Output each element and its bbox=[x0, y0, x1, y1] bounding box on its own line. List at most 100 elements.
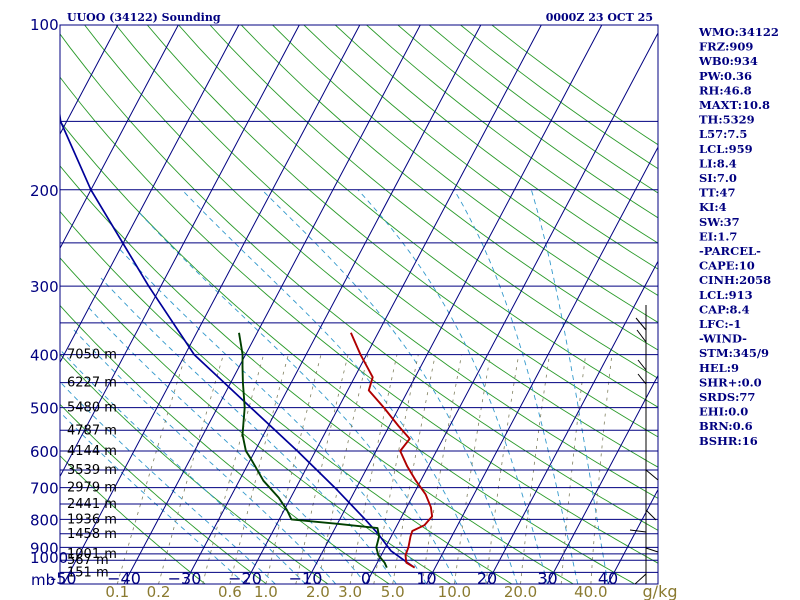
sounding-profiles bbox=[60, 109, 434, 569]
stat-line: BSHR:16 bbox=[699, 434, 758, 448]
wind-barb bbox=[645, 547, 659, 553]
isotherm-line bbox=[305, 25, 603, 584]
pressure-tick-label: 300 bbox=[30, 278, 59, 296]
isotherm-line bbox=[365, 31, 658, 584]
mixing-ratio-tick-label: 2.0 bbox=[306, 583, 330, 600]
moist-adiabat-line bbox=[73, 329, 337, 584]
stat-line: CINH:2058 bbox=[699, 273, 771, 287]
mixing-ratio-tick-label: 0.2 bbox=[147, 583, 171, 600]
height-label: 2979 m bbox=[67, 481, 117, 496]
dry-adiabat-line bbox=[60, 403, 267, 584]
dry-adiabat-line bbox=[60, 33, 658, 531]
mixing-ratio-tick-label: 0.6 bbox=[218, 583, 242, 600]
isobars bbox=[60, 25, 658, 573]
isotherm-line bbox=[63, 25, 361, 584]
dry-adiabat-line bbox=[146, 25, 658, 438]
wind-barb bbox=[635, 317, 647, 331]
wind-barb bbox=[634, 573, 647, 585]
dry-adiabat-line bbox=[303, 25, 658, 296]
dry-adiabat-line bbox=[60, 353, 329, 584]
pressure-tick-label: 500 bbox=[30, 400, 59, 418]
stat-line: MAXT:10.8 bbox=[699, 98, 770, 112]
temperature-tick-label: 20 bbox=[477, 569, 497, 588]
pressure-tick-label: 900 bbox=[30, 539, 59, 557]
mixing-ratio-lines bbox=[116, 354, 613, 584]
temperature-tick-label: −10 bbox=[289, 569, 323, 588]
mixing-ratio-unit-label: g/kg bbox=[643, 582, 678, 600]
temperature-tick-label: −40 bbox=[107, 569, 141, 588]
chart-title: UUOO (34122) Sounding bbox=[67, 11, 221, 24]
stat-line: FRZ:909 bbox=[699, 40, 753, 54]
stat-line: SRDS:77 bbox=[699, 390, 755, 404]
stat-line: TH:5329 bbox=[699, 113, 755, 127]
dry-adiabat-line bbox=[272, 25, 658, 323]
dry-adiabat-line bbox=[209, 25, 658, 379]
pressure-tick-label: 700 bbox=[30, 480, 59, 498]
moist-adiabat-line bbox=[530, 189, 609, 584]
height-label: 1001 m bbox=[67, 547, 117, 562]
temperature-tick-label: 0 bbox=[361, 569, 371, 588]
dry-adiabat-line bbox=[84, 25, 658, 499]
mixing-ratio-line bbox=[373, 354, 419, 584]
dry-adiabat-line bbox=[60, 165, 574, 584]
mixing-ratio-tick-label: 0.1 bbox=[105, 583, 129, 600]
mixing-ratio-line bbox=[349, 354, 398, 584]
mixing-ratio-line bbox=[317, 354, 369, 584]
mixing-ratio-tick-label: 40.0 bbox=[574, 583, 607, 600]
mixing-ratio-line bbox=[590, 354, 613, 584]
stat-line: EI:1.7 bbox=[699, 229, 737, 243]
temperature-tick-label: 10 bbox=[416, 569, 436, 588]
pressure-tick-label: 400 bbox=[30, 347, 59, 365]
wind-barb bbox=[637, 359, 647, 371]
temperature-tick-label: −20 bbox=[228, 569, 262, 588]
moist-adiabat-line bbox=[60, 381, 276, 584]
stats-panel: WMO:34122FRZ:909WB0:934PW:0.36RH:46.8MAX… bbox=[698, 25, 779, 448]
mixing-ratio-tick-label: 5.0 bbox=[381, 583, 405, 600]
height-label: 3539 m bbox=[67, 463, 117, 478]
height-label: 1936 m bbox=[67, 512, 117, 527]
dry-adiabat-line bbox=[334, 25, 658, 270]
isotherm-line bbox=[123, 25, 421, 584]
mixing-ratio-line bbox=[421, 354, 462, 584]
stat-line: CAPE:10 bbox=[699, 259, 755, 273]
stat-line: SHR+:0.0 bbox=[699, 375, 762, 389]
stat-line: SI:7.0 bbox=[699, 171, 737, 185]
mixing-ratio-line bbox=[295, 354, 349, 584]
dry-adiabat-line bbox=[60, 210, 513, 584]
stat-line: TT:47 bbox=[699, 186, 736, 200]
stat-line: BRN:0.6 bbox=[699, 419, 753, 433]
moist-adiabat-line bbox=[86, 304, 367, 584]
isotherm-line bbox=[426, 146, 658, 584]
mixing-ratio-line bbox=[202, 354, 264, 584]
wind-barb bbox=[637, 373, 647, 385]
moist-adiabat-line bbox=[138, 212, 458, 584]
isotherm-line bbox=[607, 488, 658, 584]
pressure-tick-label: 800 bbox=[30, 511, 59, 529]
temperature-tick-label: −30 bbox=[168, 569, 202, 588]
height-label: 1458 m bbox=[67, 527, 117, 542]
isotherm-line bbox=[60, 25, 240, 364]
stat-line: LI:8.4 bbox=[699, 156, 737, 170]
plot-frame bbox=[59, 24, 659, 585]
wind-barbs bbox=[629, 305, 659, 585]
stat-line: L57:7.5 bbox=[699, 127, 747, 141]
moist-adiabat-line bbox=[357, 189, 548, 584]
mixing-ratio-tick-label: 1.0 bbox=[254, 583, 278, 600]
mixing-ratio-line bbox=[485, 354, 520, 584]
height-label: 6227 m bbox=[67, 376, 117, 391]
dry-adiabat-line bbox=[240, 25, 658, 351]
isotherms bbox=[60, 25, 658, 584]
dry-adiabat-line bbox=[60, 257, 451, 584]
temperature-tick-label: 30 bbox=[537, 569, 557, 588]
isotherm-line bbox=[486, 260, 658, 584]
parcel-path-line bbox=[60, 109, 416, 569]
pressure-tick-label: 100 bbox=[30, 16, 59, 34]
stat-line: LCL:959 bbox=[699, 142, 753, 156]
isotherm-line bbox=[244, 25, 542, 584]
stat-line: LFC:-1 bbox=[699, 317, 741, 331]
valid-time: 0000Z 23 OCT 25 bbox=[546, 11, 653, 24]
mixing-ratio-tick-label: 3.0 bbox=[338, 583, 362, 600]
dry-adiabat-line bbox=[60, 76, 658, 564]
